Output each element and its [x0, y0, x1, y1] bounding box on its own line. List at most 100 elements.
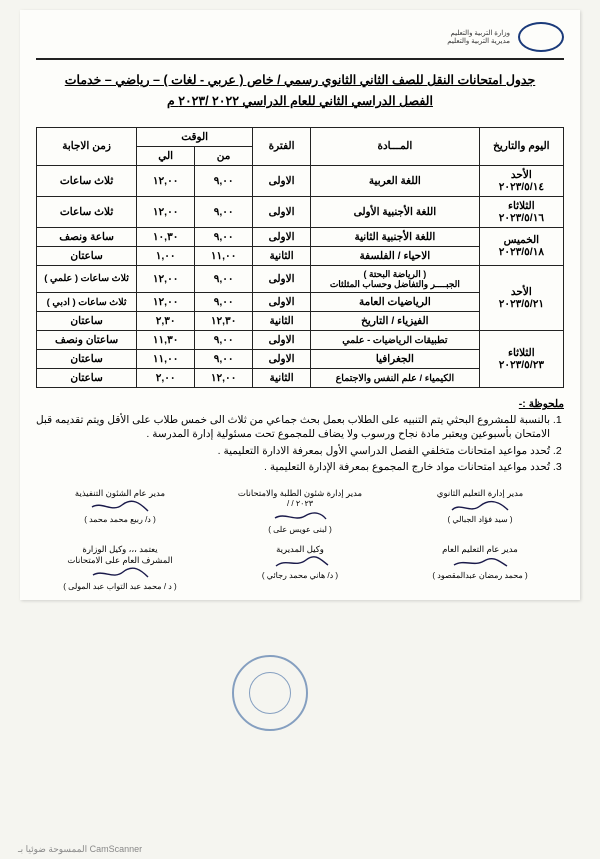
sig-name: ( د/ هاني محمد رجائي )	[216, 571, 384, 581]
cell-subject: الرياضيات العامة	[311, 293, 480, 312]
cell-date: الثلاثاء ٢٠٢٣/٥/٢٣	[479, 331, 563, 388]
sig-name: ( د/ ربيع محمد محمد )	[36, 515, 204, 525]
signature-block: يعتمد ،،، وكيل الوزارة المشرف العام على …	[36, 544, 204, 592]
cell-dur: ساعتان	[37, 246, 137, 265]
cell-period: الثانية	[253, 312, 311, 331]
table-body: الأحد ٢٠٢٣/٥/١٤ اللغة العربية الاولى ٩,٠…	[37, 165, 564, 388]
ministry-line2: مديرية التربية والتعليم	[447, 37, 510, 45]
note-item: بالنسبة للمشروع البحثي يتم التنبيه على ا…	[36, 413, 550, 441]
cell-dur: ساعتان	[37, 312, 137, 331]
cell-subject: الكيمياء / علم النفس والاجتماع	[311, 369, 480, 388]
cell-from: ٩,٠٠	[195, 196, 253, 227]
cell-to: ١٢,٠٠	[137, 293, 195, 312]
cell-from: ٩,٠٠	[195, 227, 253, 246]
cell-date: الأحد ٢٠٢٣/٥/٢١	[479, 265, 563, 331]
notes-heading: ملحوظة :-	[519, 398, 564, 410]
sig-title: مدير عام التعليم العام	[396, 544, 564, 555]
cell-subject: اللغة الأجنبية الأولى	[311, 196, 480, 227]
cell-period: الاولى	[253, 293, 311, 312]
cell-subject: الجغرافيا	[311, 350, 480, 369]
cell-from: ١٢,٠٠	[195, 369, 253, 388]
table-row: الثلاثاء ٢٠٢٣/٥/٢٣ تطبيقات الرياضيات - ع…	[37, 331, 564, 350]
cell-dur: ثلاث ساعات ( ادبي )	[37, 293, 137, 312]
cell-subject: ( الرياضة البحتة ) الجبــــر والتفاضل وح…	[311, 265, 480, 293]
signature-mark	[216, 509, 384, 525]
table-row: الخميس ٢٠٢٣/٥/١٨ اللغة الأجنبية الثانية …	[37, 227, 564, 246]
sig-title: مدير عام الشئون التنفيذية	[36, 488, 204, 499]
official-stamp	[232, 655, 308, 731]
exam-schedule-table: اليوم والتاريخ المـــادة الفترة الوقت زم…	[36, 127, 564, 389]
col-date: اليوم والتاريخ	[479, 127, 563, 165]
document-title: جدول امتحانات النقل للصف الثاني الثانوي …	[36, 70, 564, 113]
signature-mark	[396, 499, 564, 515]
signature-block: مدير عام الشئون التنفيذية ( د/ ربيع محمد…	[36, 488, 204, 536]
signature-block: مدير إدارة شئون الطلبة والامتحانات ٢٠٢٣ …	[216, 488, 384, 536]
sig-title: يعتمد ،،، وكيل الوزارة المشرف العام على …	[36, 544, 204, 566]
col-from: من	[195, 146, 253, 165]
cell-date: الثلاثاء ٢٠٢٣/٥/١٦	[479, 196, 563, 227]
signature-mark	[396, 555, 564, 571]
table-header-row: اليوم والتاريخ المـــادة الفترة الوقت زم…	[37, 127, 564, 146]
cell-period: الثانية	[253, 369, 311, 388]
cell-period: الاولى	[253, 265, 311, 293]
col-duration: زمن الاجابة	[37, 127, 137, 165]
table-row: الأحد ٢٠٢٣/٥/١٤ اللغة العربية الاولى ٩,٠…	[37, 165, 564, 196]
cell-to: ١,٠٠	[137, 246, 195, 265]
table-row: الثلاثاء ٢٠٢٣/٥/١٦ اللغة الأجنبية الأولى…	[37, 196, 564, 227]
scanner-footer: الممسوحة ضوئيا بـ CamScanner	[0, 844, 600, 855]
cell-dur: ساعتان	[37, 350, 137, 369]
cell-subject: الاحياء / الفلسفة	[311, 246, 480, 265]
cell-subject: الفيزياء / التاريخ	[311, 312, 480, 331]
notes-section: ملحوظة :- بالنسبة للمشروع البحثي يتم الت…	[36, 398, 564, 474]
cell-to: ٢,٣٠	[137, 312, 195, 331]
sig-name: ( د / محمد عبد التواب عبد المولى )	[36, 582, 204, 592]
cell-dur: ثلاث ساعات	[37, 165, 137, 196]
sig-name: ( محمد رمضان عبدالمقصود )	[396, 571, 564, 581]
sig-title: وكيل المديرية	[216, 544, 384, 555]
col-time: الوقت	[137, 127, 253, 146]
cell-to: ١١,٣٠	[137, 331, 195, 350]
col-to: الي	[137, 146, 195, 165]
cell-from: ٩,٠٠	[195, 165, 253, 196]
header: وزارة التربية والتعليم مديرية التربية وا…	[36, 22, 564, 52]
cell-period: الاولى	[253, 227, 311, 246]
signature-block: مدير إدارة التعليم الثانوي ( سيد فؤاد ال…	[396, 488, 564, 536]
title-line2: الفصل الدراسي الثاني للعام الدراسي ٢٠٢٢ …	[36, 91, 564, 112]
cell-subject: اللغة الأجنبية الثانية	[311, 227, 480, 246]
cell-date: الأحد ٢٠٢٣/٥/١٤	[479, 165, 563, 196]
signature-mark	[216, 555, 384, 571]
notes-list: بالنسبة للمشروع البحثي يتم التنبيه على ا…	[36, 413, 550, 474]
cell-period: الاولى	[253, 331, 311, 350]
sig-name: ( لبنى عويس على )	[216, 525, 384, 535]
signature-block: مدير عام التعليم العام ( محمد رمضان عبدا…	[396, 544, 564, 592]
header-divider	[36, 58, 564, 60]
signature-block: وكيل المديرية ( د/ هاني محمد رجائي )	[216, 544, 384, 592]
col-period: الفترة	[253, 127, 311, 165]
signatures-grid: مدير إدارة التعليم الثانوي ( سيد فؤاد ال…	[36, 488, 564, 592]
cell-date: الخميس ٢٠٢٣/٥/١٨	[479, 227, 563, 265]
cell-to: ٢,٠٠	[137, 369, 195, 388]
cell-dur: ساعة ونصف	[37, 227, 137, 246]
sig-title: مدير إدارة شئون الطلبة والامتحانات	[216, 488, 384, 499]
cell-to: ١٠,٣٠	[137, 227, 195, 246]
cell-period: الثانية	[253, 246, 311, 265]
cell-from: ٩,٠٠	[195, 293, 253, 312]
ministry-text: وزارة التربية والتعليم مديرية التربية وا…	[447, 29, 510, 45]
ministry-line1: وزارة التربية والتعليم	[447, 29, 510, 37]
cell-dur: ثلاث ساعات ( علمي )	[37, 265, 137, 293]
cell-from: ٩,٠٠	[195, 331, 253, 350]
signature-mark	[36, 566, 204, 582]
cell-from: ٩,٠٠	[195, 350, 253, 369]
document-page: وزارة التربية والتعليم مديرية التربية وا…	[20, 10, 580, 600]
cell-period: الاولى	[253, 350, 311, 369]
cell-to: ١٢,٠٠	[137, 196, 195, 227]
table-row: الأحد ٢٠٢٣/٥/٢١ ( الرياضة البحتة ) الجبـ…	[37, 265, 564, 293]
note-item: تُحدد مواعيد امتحانات مواد خارج المجموع …	[36, 460, 550, 474]
ministry-logo	[518, 22, 564, 52]
note-item: تُحدد مواعيد امتحانات متخلفي الفصل الدرا…	[36, 444, 550, 458]
cell-to: ١١,٠٠	[137, 350, 195, 369]
cell-subject: تطبيقات الرياضيات - علمي	[311, 331, 480, 350]
cell-from: ١٢,٣٠	[195, 312, 253, 331]
title-line1: جدول امتحانات النقل للصف الثاني الثانوي …	[36, 70, 564, 91]
sig-name: ( سيد فؤاد الجبالي )	[396, 515, 564, 525]
